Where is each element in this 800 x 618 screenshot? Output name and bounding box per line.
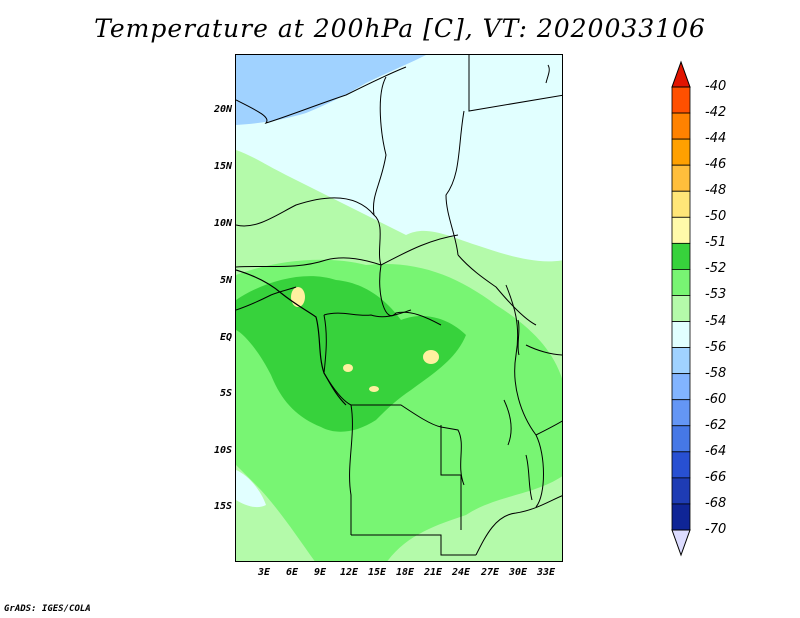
- colorbar-label: -52: [705, 261, 727, 277]
- colorbar-box: [671, 242, 691, 270]
- colorbar-box: [671, 138, 691, 166]
- field-region-minus50-c: [343, 364, 353, 372]
- field-region-minus50-b: [423, 350, 439, 364]
- lon-label-18e: 18E: [395, 567, 415, 578]
- lon-label-15e: 15E: [367, 567, 387, 578]
- colorbar-label: -68: [705, 495, 727, 511]
- lon-label-24e: 24E: [451, 567, 471, 578]
- colorbar-box: [671, 503, 691, 531]
- colorbar-box: [671, 399, 691, 427]
- colorbar-label: -44: [705, 131, 727, 147]
- field-region-minus50-d: [369, 386, 379, 392]
- field-region-minus50-a: [291, 287, 305, 307]
- lat-label-10s: 10S: [213, 445, 232, 456]
- colorbar-box: [671, 373, 691, 401]
- field-region-minus53-north: [236, 165, 366, 235]
- colorbar-label: -70: [705, 522, 727, 537]
- field-region-minus56: [236, 55, 426, 125]
- colorbar-label: -51: [705, 235, 727, 251]
- temperature-field: [236, 55, 562, 561]
- colorbar-box: [671, 112, 691, 140]
- colorbar-bottom-triangle: [671, 529, 691, 557]
- lat-label-15n: 15N: [213, 161, 232, 172]
- lon-label-9e: 9E: [313, 567, 327, 578]
- grads-credit: GrADS: IGES/COLA: [4, 604, 91, 614]
- lon-label-30e: 30E: [508, 567, 528, 578]
- colorbar-label: -66: [705, 469, 727, 485]
- lat-label-10n: 10N: [213, 218, 232, 229]
- country-borders: [236, 55, 562, 556]
- colorbar-label: -64: [705, 443, 727, 459]
- colorbar-top-triangle: [671, 60, 691, 88]
- colorbar-box: [671, 164, 691, 192]
- colorbar-box: [671, 425, 691, 453]
- lat-label-5s: 5S: [219, 388, 232, 399]
- colorbar-label: -56: [705, 339, 727, 355]
- colorbar-box: [671, 347, 691, 375]
- colorbar-label: -40: [705, 79, 727, 94]
- colorbar-label: -50: [705, 209, 727, 225]
- lon-label-21e: 21E: [423, 567, 443, 578]
- lon-label-6e: 6E: [285, 567, 299, 578]
- colorbar-label: -60: [705, 391, 727, 407]
- lat-label-15s: 15S: [213, 501, 232, 512]
- colorbar-label: -62: [705, 417, 727, 433]
- colorbar-box: [671, 321, 691, 348]
- colorbar-box: [671, 216, 691, 244]
- colorbar-label: -48: [705, 183, 727, 199]
- lat-label-5n: 5N: [219, 275, 232, 286]
- colorbar-label: -58: [705, 365, 727, 381]
- colorbar-label: -46: [705, 157, 727, 173]
- colorbar-box: [671, 269, 691, 296]
- field-region-minus51: [236, 276, 466, 432]
- colorbar-box: [671, 295, 691, 322]
- colorbar-box: [671, 190, 691, 218]
- coastline-west: [236, 269, 347, 406]
- field-region-minus54-sw: [236, 470, 266, 508]
- lat-label-20n: 20N: [213, 104, 232, 115]
- colorbar-label: -54: [705, 313, 727, 329]
- colorbar-box: [671, 86, 691, 114]
- map-panel: [235, 54, 563, 562]
- colorbar-box: [671, 451, 691, 479]
- lon-label-12e: 12E: [339, 567, 359, 578]
- lon-label-3e: 3E: [257, 567, 271, 578]
- colorbar-label: -42: [705, 105, 727, 121]
- lon-label-27e: 27E: [480, 567, 500, 578]
- lakes-east: [503, 64, 550, 501]
- lat-label-eq: EQ: [219, 332, 232, 343]
- colorbar-box: [671, 477, 691, 505]
- colorbar-label: -53: [705, 287, 727, 303]
- lon-label-33e: 33E: [536, 567, 556, 578]
- map-title: Temperature at 200hPa [C], VT: 202003310…: [94, 14, 706, 43]
